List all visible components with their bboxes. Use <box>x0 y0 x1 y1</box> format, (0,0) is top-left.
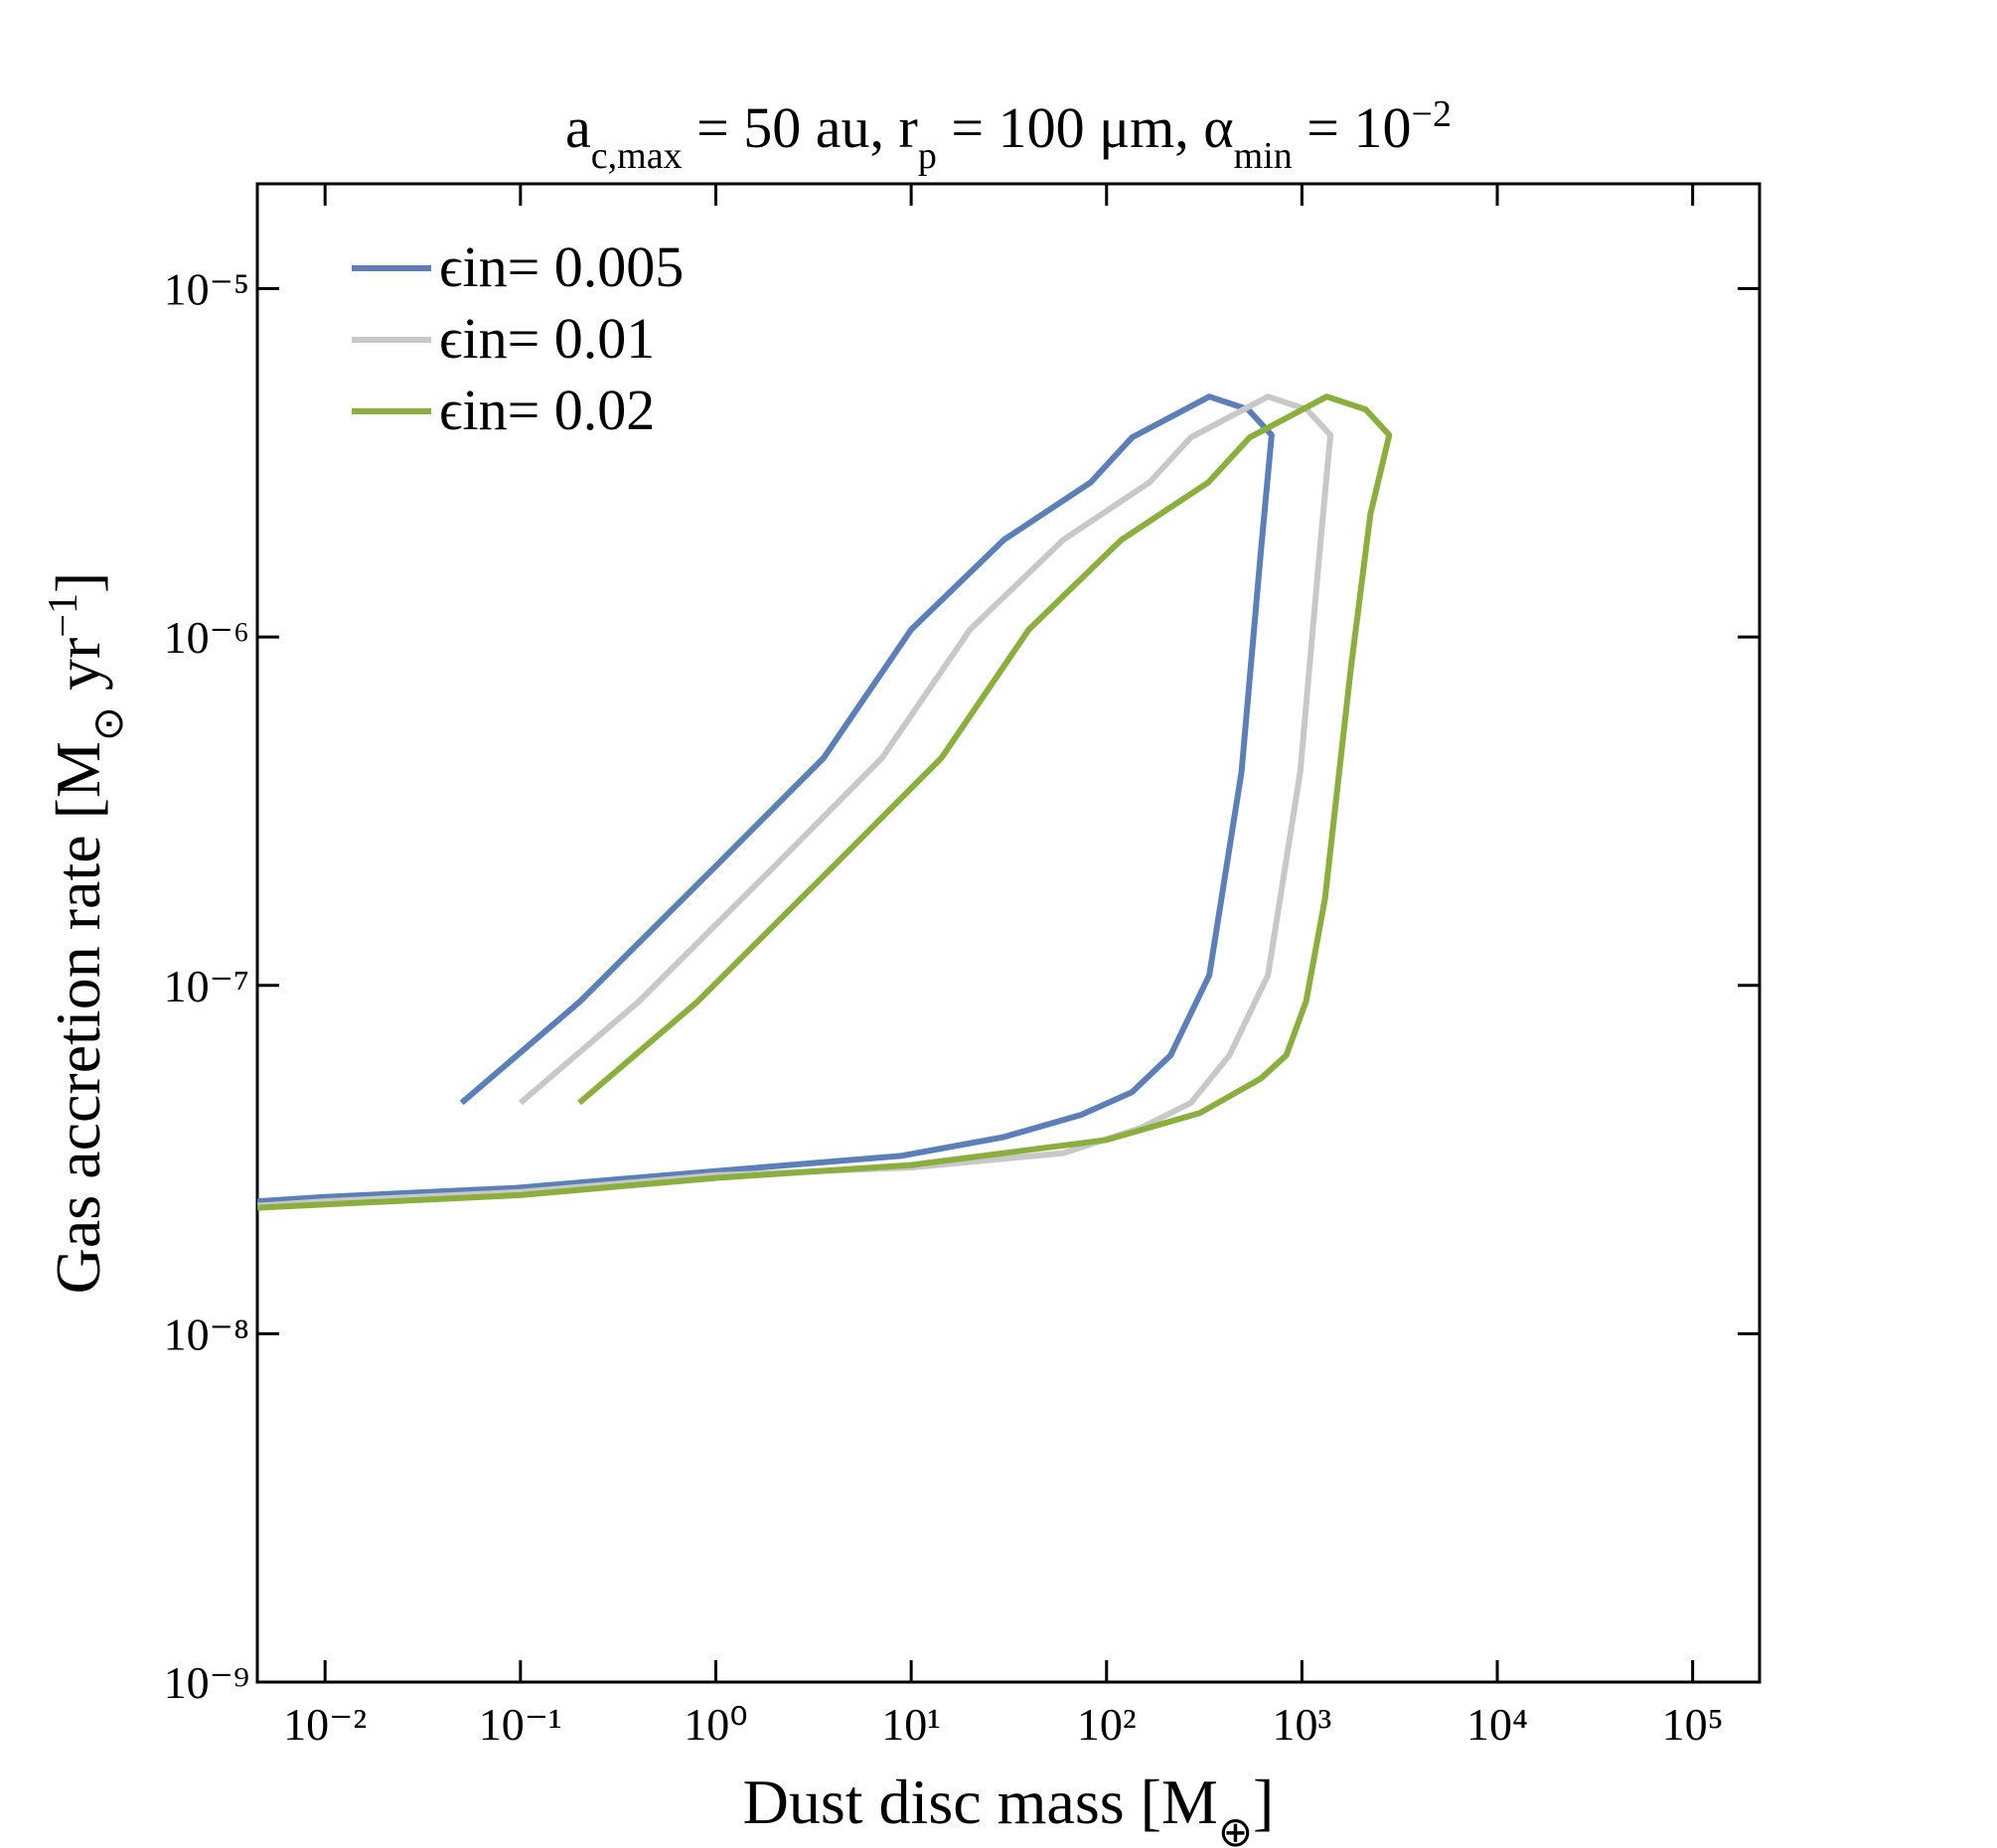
y-tick-label: 10⁻⁷ <box>164 961 249 1011</box>
series-line <box>257 393 1334 1209</box>
plot-area <box>257 393 1393 1211</box>
legend-label: ϵin= 0.005 <box>439 234 684 299</box>
series-line <box>257 393 1393 1211</box>
x-tick-label: 10⁻¹ <box>479 1699 562 1750</box>
x-tick-label: 10⁰ <box>684 1699 747 1750</box>
y-tick-label: 10⁻⁹ <box>164 1657 249 1708</box>
chart-title: ac,max = 50 au, rp = 100 μm, αmin = 10−2 <box>565 93 1452 177</box>
x-tick-label: 10⁵ <box>1662 1699 1724 1750</box>
y-axis-label: Gas accretion rate [M⊙ yr−1] <box>41 572 132 1295</box>
x-axis-label: Dust disc mass [M⊕] <box>743 1767 1275 1848</box>
x-tick-label: 10⁻² <box>283 1699 367 1750</box>
y-tick-label: 10⁻⁸ <box>164 1309 249 1359</box>
y-tick-label: 10⁻⁶ <box>164 612 249 663</box>
legend-label: ϵin= 0.02 <box>439 378 655 442</box>
x-tick-label: 10¹ <box>881 1699 941 1750</box>
y-tick-label: 10⁻⁵ <box>164 264 249 315</box>
plot-frame <box>255 182 1762 1684</box>
x-tick-label: 10² <box>1077 1699 1137 1750</box>
x-tick-label: 10³ <box>1272 1699 1331 1750</box>
x-tick-label: 10⁴ <box>1466 1699 1528 1750</box>
series-line <box>257 393 1275 1205</box>
legend-label: ϵin= 0.01 <box>439 306 655 371</box>
